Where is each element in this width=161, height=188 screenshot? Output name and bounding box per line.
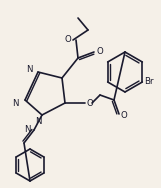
Text: N: N [35, 118, 41, 127]
Text: N: N [26, 65, 32, 74]
Text: Br: Br [144, 77, 154, 86]
Text: O: O [65, 36, 71, 45]
Text: O: O [97, 48, 104, 57]
Text: O: O [121, 111, 128, 121]
Text: O: O [87, 99, 94, 108]
Text: N: N [12, 99, 18, 108]
Text: N: N [24, 126, 30, 134]
